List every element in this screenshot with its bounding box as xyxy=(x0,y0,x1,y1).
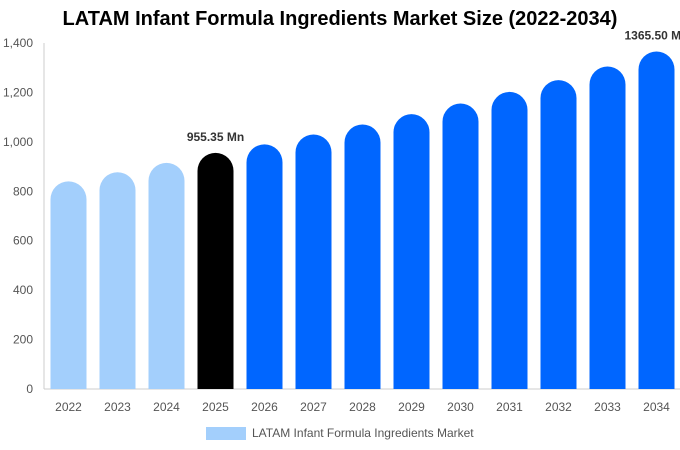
bar-2024[interactable] xyxy=(148,162,185,389)
x-axis-ticks: 2022 2023 2024 2025 2026 2027 2028 2029 2030 2031… xyxy=(55,400,670,414)
bar-2022[interactable] xyxy=(50,181,87,389)
bar-2026[interactable] xyxy=(246,144,283,389)
bar-2028[interactable] xyxy=(344,124,381,390)
y-tick-label: 1,000 xyxy=(3,135,33,149)
x-tick-label: 2030 xyxy=(447,400,474,414)
x-tick-label: 2029 xyxy=(398,400,425,414)
x-tick-label: 2025 xyxy=(202,400,229,414)
y-tick-label: 800 xyxy=(13,184,33,198)
bar-2025[interactable] xyxy=(197,152,234,389)
data-label-2025: 955.35 Mn xyxy=(187,130,244,144)
y-tick-label: 400 xyxy=(13,283,33,297)
x-tick-label: 2026 xyxy=(251,400,278,414)
y-tick-label: 1,400 xyxy=(3,36,33,50)
x-tick-label: 2031 xyxy=(496,400,523,414)
bar-2030[interactable] xyxy=(442,103,479,390)
bar-2023[interactable] xyxy=(99,172,136,389)
legend-label: LATAM Infant Formula Ingredients Market xyxy=(252,426,474,440)
legend[interactable]: LATAM Infant Formula Ingredients Market xyxy=(206,424,474,442)
y-tick-label: 0 xyxy=(26,382,33,396)
x-tick-label: 2032 xyxy=(545,400,572,414)
legend-swatch xyxy=(206,426,246,440)
bar-2033[interactable] xyxy=(589,66,626,389)
x-tick-label: 2028 xyxy=(349,400,376,414)
x-tick-label: 2033 xyxy=(594,400,621,414)
bars xyxy=(50,51,675,390)
x-tick-label: 2022 xyxy=(55,400,82,414)
y-tick-label: 1,200 xyxy=(3,85,33,99)
x-tick-label: 2027 xyxy=(300,400,327,414)
y-axis-ticks: 0 200 400 600 800 1,000 1,200 1,400 xyxy=(3,36,33,396)
x-tick-label: 2023 xyxy=(104,400,131,414)
data-label-2034: 1365.50 Mn xyxy=(624,29,680,43)
y-tick-label: 600 xyxy=(13,234,33,248)
bar-2029[interactable] xyxy=(393,114,430,390)
y-tick-label: 200 xyxy=(13,333,33,347)
chart-title: LATAM Infant Formula Ingredients Market … xyxy=(62,8,618,30)
x-tick-label: 2024 xyxy=(153,400,180,414)
bar-2034[interactable] xyxy=(638,51,675,389)
x-tick-label: 2034 xyxy=(643,400,670,414)
bar-2027[interactable] xyxy=(295,134,332,389)
bar-2032[interactable] xyxy=(540,80,577,390)
data-labels: 955.35 Mn 1365.50 Mn xyxy=(187,29,680,144)
bar-2031[interactable] xyxy=(491,91,528,389)
